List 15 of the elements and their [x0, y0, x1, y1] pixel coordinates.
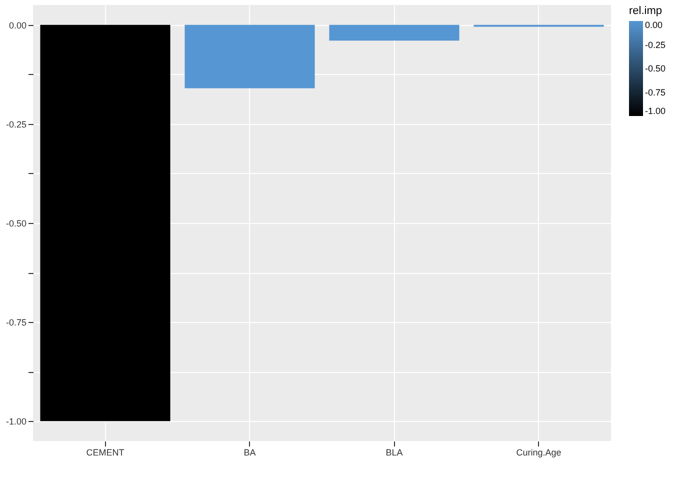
y-tick-label: -0.50: [6, 218, 26, 228]
y-tick-label: 0.00: [8, 20, 26, 30]
x-tick-label: BA: [244, 448, 256, 458]
color-bar-label: -0.25: [645, 40, 666, 50]
y-tick-label: -1.00: [6, 416, 26, 427]
y-tick-label: -0.75: [6, 318, 26, 328]
x-tick-label: Curing.Age: [516, 448, 562, 458]
x-tick-label: BLA: [386, 448, 403, 458]
legend-title: rel.imp: [629, 5, 662, 17]
color-bar-label: 0.00: [645, 20, 663, 30]
color-bar-label: -0.50: [645, 64, 666, 74]
x-tick-label: CEMENT: [86, 448, 125, 458]
color-bar-label: -0.75: [645, 87, 666, 98]
color-bar-label: -1.00: [645, 106, 666, 116]
y-tick-label: -0.25: [6, 119, 26, 130]
